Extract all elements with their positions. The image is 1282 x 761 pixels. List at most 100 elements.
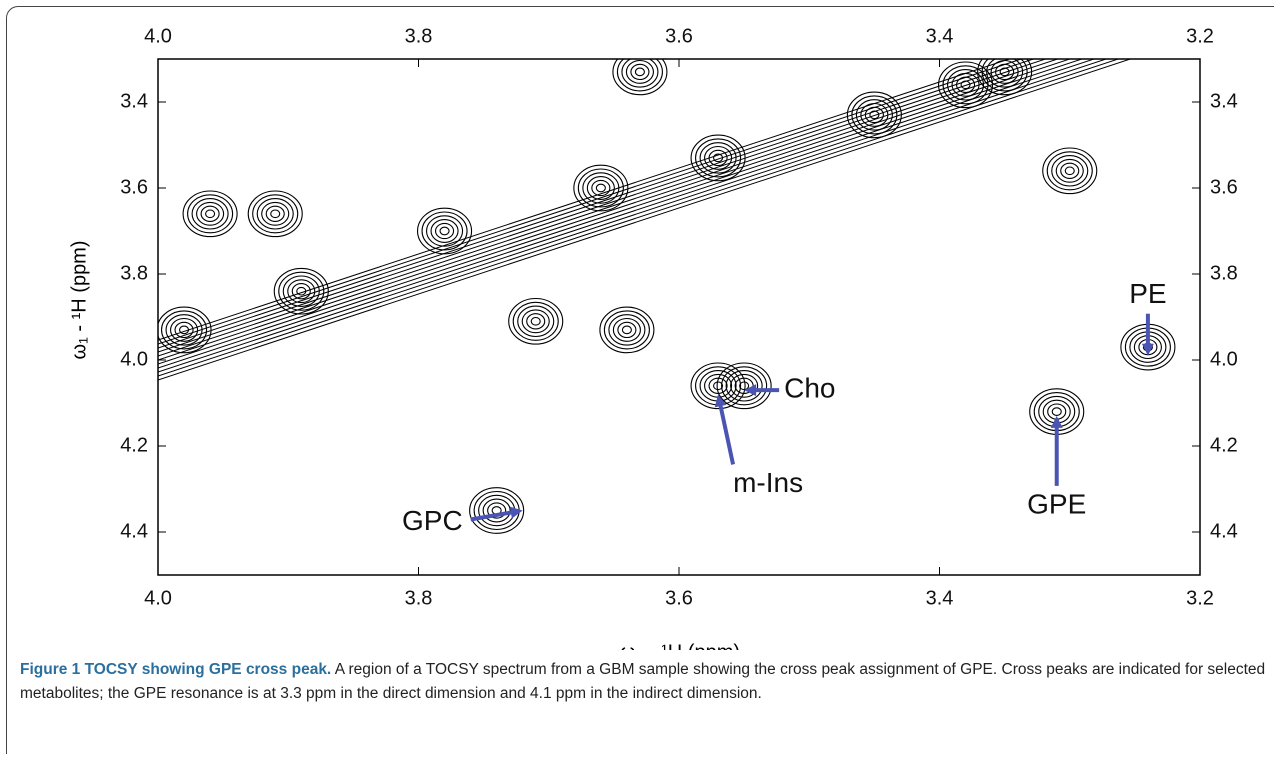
contour-ring bbox=[981, 59, 1028, 92]
cross-peak bbox=[273, 267, 329, 315]
cross-peak bbox=[416, 207, 473, 255]
contour-ring bbox=[937, 61, 994, 109]
annotation-arrowhead bbox=[714, 394, 727, 408]
contour-ring bbox=[512, 301, 559, 341]
contour-ring bbox=[179, 325, 190, 335]
contour-ring bbox=[170, 317, 199, 342]
contour-ring bbox=[174, 321, 194, 339]
contour-ring bbox=[586, 176, 615, 200]
diagonal-contour bbox=[158, 59, 1120, 377]
contour-ring bbox=[612, 317, 641, 342]
x-tick-label: 3.4 bbox=[926, 587, 954, 609]
annotation-label: Cho bbox=[784, 372, 835, 403]
contour-ring bbox=[1051, 407, 1062, 416]
cross-peak bbox=[846, 91, 902, 139]
plot-area bbox=[158, 59, 1176, 534]
contour-ring bbox=[508, 297, 564, 345]
contour-ring bbox=[612, 59, 668, 96]
contour-ring bbox=[690, 134, 746, 182]
x-tick-label: 4.0 bbox=[144, 587, 172, 609]
cross-peak bbox=[599, 306, 655, 354]
contour-ring bbox=[282, 275, 320, 307]
cross-peak bbox=[247, 190, 303, 238]
cross-peak bbox=[158, 306, 212, 354]
contour-ring bbox=[1064, 166, 1075, 176]
diagonal-contour bbox=[158, 59, 1084, 365]
contour-ring bbox=[704, 145, 733, 170]
annotation-arrowhead bbox=[744, 384, 757, 397]
contour-ring bbox=[699, 142, 737, 174]
y-axis-label: ω₁ - ¹H (ppm) bbox=[68, 240, 90, 359]
contour-ring bbox=[469, 487, 525, 534]
contour-ring bbox=[416, 207, 473, 255]
contour-ring bbox=[630, 63, 650, 81]
y-tick-label-right: 3.6 bbox=[1210, 176, 1238, 198]
y-tick-label: 3.6 bbox=[120, 176, 148, 198]
contour-ring bbox=[530, 316, 541, 326]
contour-ring bbox=[1051, 155, 1089, 187]
contour-ring bbox=[713, 153, 724, 163]
contour-ring bbox=[187, 194, 234, 234]
x-tick-label: 3.6 bbox=[665, 587, 693, 609]
x-tick-label-top: 3.2 bbox=[1186, 25, 1214, 47]
contour-ring bbox=[621, 59, 659, 88]
diagonal-contour bbox=[158, 59, 1096, 369]
contour-ring bbox=[869, 110, 880, 120]
figure-frame bbox=[6, 6, 1274, 754]
contour-ring bbox=[855, 99, 893, 131]
y-tick-label: 3.4 bbox=[120, 90, 148, 112]
contour-ring bbox=[270, 209, 281, 219]
annotation-arrowhead bbox=[509, 506, 523, 519]
contour-ring bbox=[960, 80, 971, 90]
y-tick-label-right: 3.4 bbox=[1210, 90, 1238, 112]
contour-ring bbox=[161, 310, 208, 350]
cross-peak bbox=[573, 164, 629, 212]
contour-ring bbox=[725, 370, 763, 402]
y-tick-label-right: 4.4 bbox=[1210, 520, 1238, 542]
contour-ring bbox=[278, 271, 325, 311]
contour-ring bbox=[425, 215, 464, 247]
diagonal-contour bbox=[158, 59, 1023, 345]
caption: Figure 1 TOCSY showing GPE cross peak. A… bbox=[20, 658, 1270, 705]
contour-ring bbox=[986, 59, 1024, 88]
contour-ring bbox=[487, 502, 507, 519]
contour-ring bbox=[256, 198, 294, 230]
contour-ring bbox=[851, 95, 898, 135]
annotation-arrowhead bbox=[1050, 415, 1063, 428]
annotation-label: PE bbox=[1129, 278, 1166, 309]
cross-peak bbox=[182, 190, 238, 238]
contour-ring bbox=[526, 313, 546, 330]
contour-ring bbox=[247, 190, 303, 238]
cross-peak bbox=[716, 362, 772, 410]
annotation-label: GPE bbox=[1027, 488, 1086, 519]
diagonal-contour bbox=[158, 59, 1035, 349]
contour-ring bbox=[955, 76, 976, 93]
contour-ring bbox=[713, 381, 724, 391]
cross-peak bbox=[977, 59, 1033, 96]
y-tick-label-right: 4.0 bbox=[1210, 348, 1238, 370]
cross-peak bbox=[1042, 147, 1098, 195]
contour-ring bbox=[708, 149, 728, 167]
contour-ring bbox=[625, 59, 654, 84]
cross-peak bbox=[937, 61, 994, 109]
contour-ring bbox=[196, 201, 225, 226]
contour-ring bbox=[482, 498, 511, 523]
x-tick-label: 3.2 bbox=[1186, 587, 1214, 609]
contour-ring bbox=[265, 205, 285, 222]
contour-ring bbox=[599, 306, 655, 354]
contour-ring bbox=[730, 373, 759, 398]
contour-ring bbox=[721, 366, 768, 406]
contour-ring bbox=[291, 283, 311, 300]
annotation-label: GPC bbox=[402, 505, 463, 536]
contour-ring bbox=[977, 59, 1033, 96]
contour-ring bbox=[478, 494, 516, 527]
x-tick-label: 3.8 bbox=[405, 587, 433, 609]
chart: ω₂ - ¹H (ppm) ω₁ - ¹H (ppm) 4.0 4.0 3.8 3.8… bbox=[68, 25, 1238, 650]
contour-ring bbox=[521, 309, 550, 334]
contour-ring bbox=[695, 138, 742, 178]
contour-ring bbox=[573, 164, 629, 212]
diagonal-contour bbox=[158, 59, 1108, 373]
x-tick-label-top: 4.0 bbox=[144, 25, 172, 47]
contour-ring bbox=[716, 362, 772, 410]
